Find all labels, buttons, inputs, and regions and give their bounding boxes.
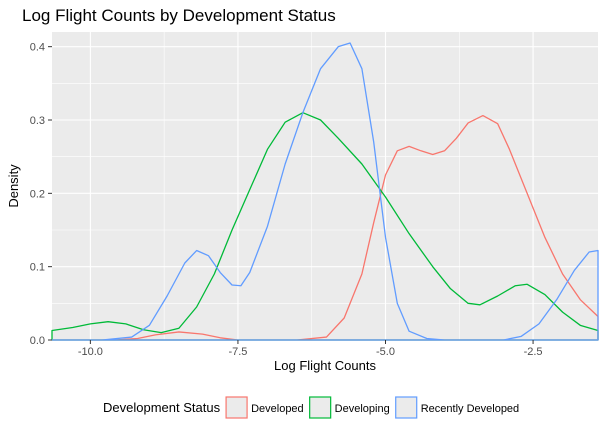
legend-key-developed (225, 396, 248, 419)
legend-label-developing: Developing (335, 403, 390, 415)
x-tick-label: -2.5 (524, 346, 543, 358)
y-axis-title: Density (6, 164, 21, 208)
minor-gridlines (52, 32, 598, 340)
y-tick-label: 0.0 (30, 335, 45, 347)
density-series (51, 42, 599, 341)
density-curve-developing (51, 112, 599, 341)
plot-panel (52, 32, 598, 340)
y-tick-label: 0.1 (30, 262, 45, 274)
y-tick-label: 0.3 (30, 115, 45, 127)
x-tick-label: -7.5 (228, 346, 247, 358)
density-curve-recently-developed (51, 42, 599, 341)
y-tick-label: 0.4 (30, 42, 45, 54)
y-tick-label: 0.2 (30, 188, 45, 200)
legend-label-developed: Developed (251, 403, 304, 415)
legend-title: Development Status (103, 400, 221, 415)
legend-label-recently-developed: Recently Developed (421, 403, 519, 415)
legend-key-recently-developed (395, 396, 418, 419)
x-axis-title: Log Flight Counts (274, 358, 376, 373)
x-axis: -10.0 -7.5 -5.0 -2.5 (78, 340, 543, 358)
x-tick-label: -5.0 (376, 346, 395, 358)
chart-title: Log Flight Counts by Development Status (22, 6, 336, 25)
y-axis: 0.0 0.1 0.2 0.3 0.4 (30, 42, 52, 347)
legend: Development Status Developed Developing Re… (103, 396, 519, 419)
x-tick-label: -10.0 (78, 346, 103, 358)
density-curve-developed (51, 114, 599, 341)
legend-key-developing (309, 396, 332, 419)
